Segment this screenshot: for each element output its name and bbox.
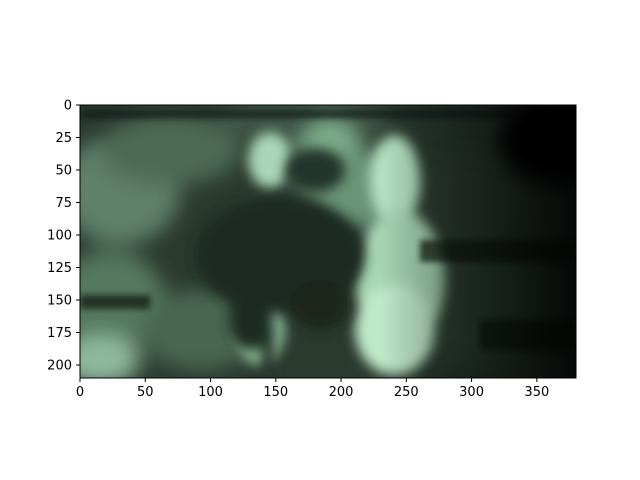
y-tick-label: 200	[47, 359, 72, 374]
y-tick-label: 175	[47, 326, 72, 341]
x-tick-label: 300	[459, 385, 484, 400]
y-tick-label: 75	[55, 196, 72, 211]
x-tick-label: 150	[263, 385, 288, 400]
x-axis: 0 50 100 150 200 250 300 350	[76, 378, 549, 400]
x-tick-label: 350	[524, 385, 549, 400]
y-tick-label: 150	[47, 294, 72, 309]
x-tick-label: 0	[76, 385, 84, 400]
y-axis: 0 25 50 75 100 125 150 175 200	[47, 99, 80, 374]
y-tick-label: 0	[64, 99, 72, 114]
axes-frame	[79, 104, 577, 379]
x-tick-label: 250	[394, 385, 419, 400]
y-tick-label: 50	[55, 164, 72, 179]
x-tick-label: 100	[198, 385, 223, 400]
y-tick-label: 100	[47, 229, 72, 244]
y-tick-label: 25	[55, 131, 72, 146]
y-tick-label: 125	[47, 261, 72, 276]
night-vision-image	[80, 105, 576, 378]
x-tick-label: 50	[137, 385, 154, 400]
x-tick-label: 200	[329, 385, 354, 400]
